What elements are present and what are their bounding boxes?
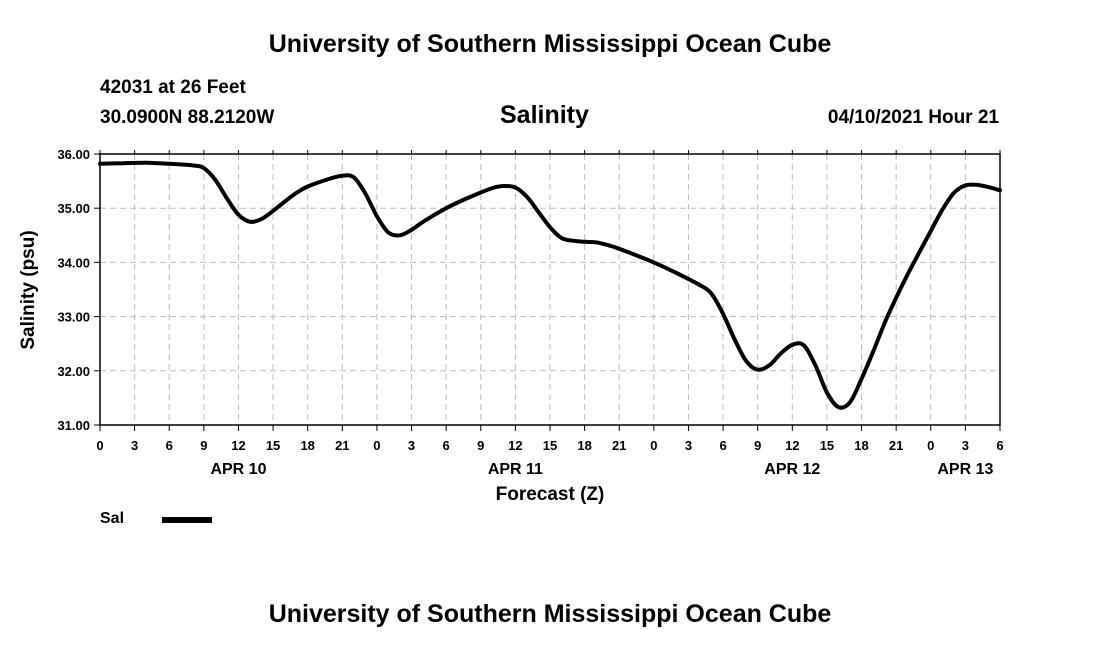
x-tick-label: 18: [577, 438, 591, 453]
x-tick-label: 15: [543, 438, 557, 453]
x-tick-label: 0: [373, 438, 380, 453]
date-label: APR 12: [764, 461, 820, 478]
chart-title-bottom: University of Southern Mississippi Ocean…: [268, 600, 832, 628]
x-tick-label: 3: [408, 438, 415, 453]
legend-line-swatch: [162, 517, 212, 523]
y-tick-label: 31.00: [57, 418, 90, 433]
x-tick-label: 6: [166, 438, 173, 453]
x-tick-label: 21: [335, 438, 349, 453]
y-tick-label: 33.00: [57, 310, 90, 325]
x-tick-label: 18: [854, 438, 868, 453]
date-label: APR 10: [210, 461, 266, 478]
x-tick-label: 3: [685, 438, 692, 453]
y-axis-label: Salinity (psu): [18, 230, 39, 349]
legend-label: Sal: [100, 510, 125, 527]
grid-layer: [100, 154, 1000, 425]
x-tick-label: 3: [962, 438, 969, 453]
date-label: APR 11: [488, 461, 543, 478]
x-tick-label: 12: [231, 438, 245, 453]
x-axis-label: Forecast (Z): [496, 484, 605, 505]
y-tick-label: 35.00: [57, 201, 90, 216]
chart-subtitle: Salinity: [500, 101, 589, 129]
x-tick-label: 3: [131, 438, 138, 453]
x-tick-label: 0: [96, 438, 103, 453]
x-tick-label: 6: [719, 438, 726, 453]
x-tick-label: 12: [785, 438, 799, 453]
station-label: 42031 at 26 Feet: [100, 77, 246, 98]
ticks-layer: [94, 150, 1001, 431]
y-tick-label: 32.00: [57, 364, 90, 379]
y-tick-label: 36.00: [57, 147, 90, 162]
x-tick-label: 21: [889, 438, 903, 453]
x-tick-label: 6: [443, 438, 450, 453]
x-tick-label: 12: [508, 438, 522, 453]
x-tick-label: 15: [266, 438, 280, 453]
salinity-series-line: [98, 160, 1002, 410]
x-tick-label: 9: [754, 438, 761, 453]
coordinates-label: 30.0900N 88.2120W: [100, 107, 275, 128]
x-tick-label: 21: [612, 438, 626, 453]
datetime-label: 04/10/2021 Hour 21: [827, 107, 999, 128]
x-tick-label: 9: [200, 438, 207, 453]
x-tick-label: 0: [650, 438, 657, 453]
y-tick-label: 34.00: [57, 255, 90, 270]
chart-title-top: University of Southern Mississippi Ocean…: [268, 30, 832, 58]
labels-layer: 31.00 32.00 33.00 34.00 35.00 36.00 0 3 6 9 12 15 18…: [57, 147, 1003, 478]
x-tick-label: 6: [996, 438, 1003, 453]
x-tick-label: 15: [820, 438, 834, 453]
x-tick-label: 18: [300, 438, 314, 453]
x-tick-label: 0: [927, 438, 934, 453]
date-label: APR 13: [937, 461, 993, 478]
x-tick-label: 9: [477, 438, 484, 453]
